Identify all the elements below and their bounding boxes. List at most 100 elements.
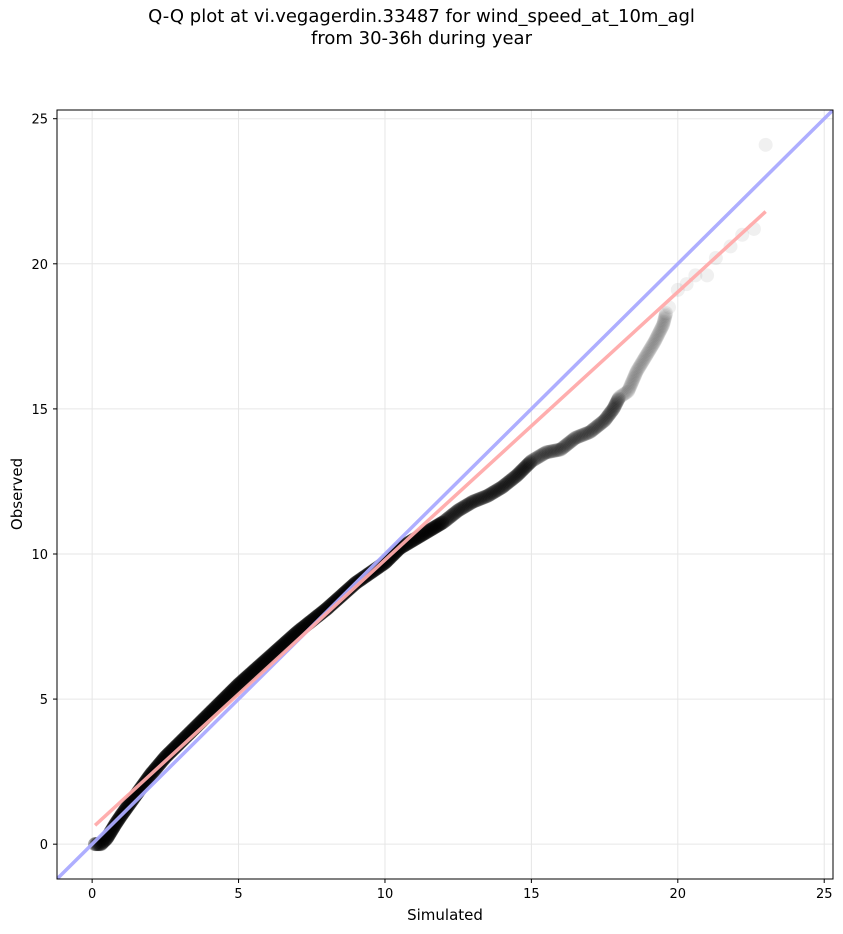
quantile-point [525, 453, 540, 468]
quantile-point [428, 519, 443, 534]
quantile-point [533, 448, 548, 463]
quantile-point [416, 526, 431, 541]
quantile-point [154, 754, 169, 769]
quantile-point [645, 337, 660, 352]
quantile-point [608, 396, 623, 411]
quantile-point [601, 408, 616, 423]
quantile-point [589, 420, 604, 435]
quantile-point [465, 494, 480, 509]
quantile-point [456, 500, 471, 515]
quantile-point [159, 749, 174, 764]
quantile-point [237, 672, 252, 687]
quantile-point [455, 501, 470, 516]
quantile-point [420, 524, 435, 539]
quantile-point [435, 515, 450, 530]
quantile-point [572, 429, 587, 444]
quantile-point [431, 518, 446, 533]
quantile-point [436, 515, 451, 530]
quantile-point [643, 341, 658, 356]
quantile-point [484, 486, 499, 501]
quantile-point [232, 676, 247, 691]
quantile-point [157, 751, 172, 766]
quantile-point [243, 666, 258, 681]
quantile-point [498, 477, 513, 492]
quantile-point [655, 319, 670, 334]
quantile-point [446, 507, 461, 522]
quantile-point [457, 499, 472, 514]
quantile-point [593, 416, 608, 431]
quantile-point [596, 414, 611, 429]
quantile-point [650, 329, 665, 344]
quantile-point [564, 433, 579, 448]
quantile-point [580, 426, 595, 441]
quantile-point [155, 753, 170, 768]
quantile-point [476, 490, 491, 505]
quantile-point [425, 521, 440, 536]
quantile-point [577, 427, 592, 442]
quantile-point [442, 510, 457, 525]
quantile-point [88, 837, 103, 852]
quantile-point [464, 495, 479, 510]
quantile-point [656, 317, 671, 332]
quantile-point [448, 505, 463, 520]
outlier-point [758, 137, 773, 152]
quantile-point [560, 436, 575, 451]
x-tick-label: 10 [377, 887, 394, 902]
quantile-point [628, 368, 643, 383]
quantile-point [423, 522, 438, 537]
quantile-point [558, 438, 573, 453]
quantile-point [480, 488, 495, 503]
quantile-point [158, 750, 173, 765]
quantile-point [656, 316, 671, 331]
outlier-point [700, 268, 715, 283]
quantile-point [618, 386, 633, 401]
quantile-point [421, 523, 436, 538]
chart-title-line-1: Q-Q plot at vi.vegagerdin.33487 for wind… [148, 6, 695, 27]
quantile-point [473, 491, 488, 506]
quantile-point [553, 442, 568, 457]
quantile-point [522, 456, 537, 471]
quantile-point [623, 379, 638, 394]
quantile-point [89, 837, 104, 852]
quantile-point [581, 425, 596, 440]
quantile-point [230, 678, 245, 693]
quantile-point [640, 345, 655, 360]
quantile-point [228, 680, 243, 695]
quantile-point [437, 514, 452, 529]
quantile-point [600, 410, 615, 425]
quantile-point [508, 469, 523, 484]
quantile-point [640, 347, 655, 362]
quantile-point [160, 748, 175, 763]
quantile-point [106, 820, 121, 835]
quantile-point [543, 444, 558, 459]
quantile-point [518, 460, 533, 475]
quantile-point [514, 463, 529, 478]
quantile-point [627, 369, 642, 384]
quantile-point [242, 667, 257, 682]
quantile-point [429, 519, 444, 534]
quantile-point [400, 536, 415, 551]
quantile-point [396, 538, 411, 553]
quantile-point [633, 357, 648, 372]
quantile-point [652, 324, 667, 339]
identity-line [57, 110, 833, 879]
quantile-point [652, 325, 667, 340]
quantile-point [628, 366, 643, 381]
quantile-point [637, 350, 652, 365]
chart-title-line-2: from 30-36h during year [311, 28, 532, 49]
quantile-point [121, 798, 136, 813]
quantile-point [635, 354, 650, 369]
quantile-point [547, 443, 562, 458]
quantile-point [536, 447, 551, 462]
quantile-point [657, 311, 672, 326]
quantile-point [520, 458, 535, 473]
quantile-point [614, 388, 629, 403]
quantile-point [602, 406, 617, 421]
quantile-point [162, 745, 177, 760]
quantile-point [621, 384, 636, 399]
quantile-point [644, 340, 659, 355]
quantile-point [571, 429, 586, 444]
quantile-point [608, 398, 623, 413]
quantile-point [610, 392, 625, 407]
chart-title: Q-Q plot at vi.vegagerdin.33487 for wind… [0, 6, 843, 50]
